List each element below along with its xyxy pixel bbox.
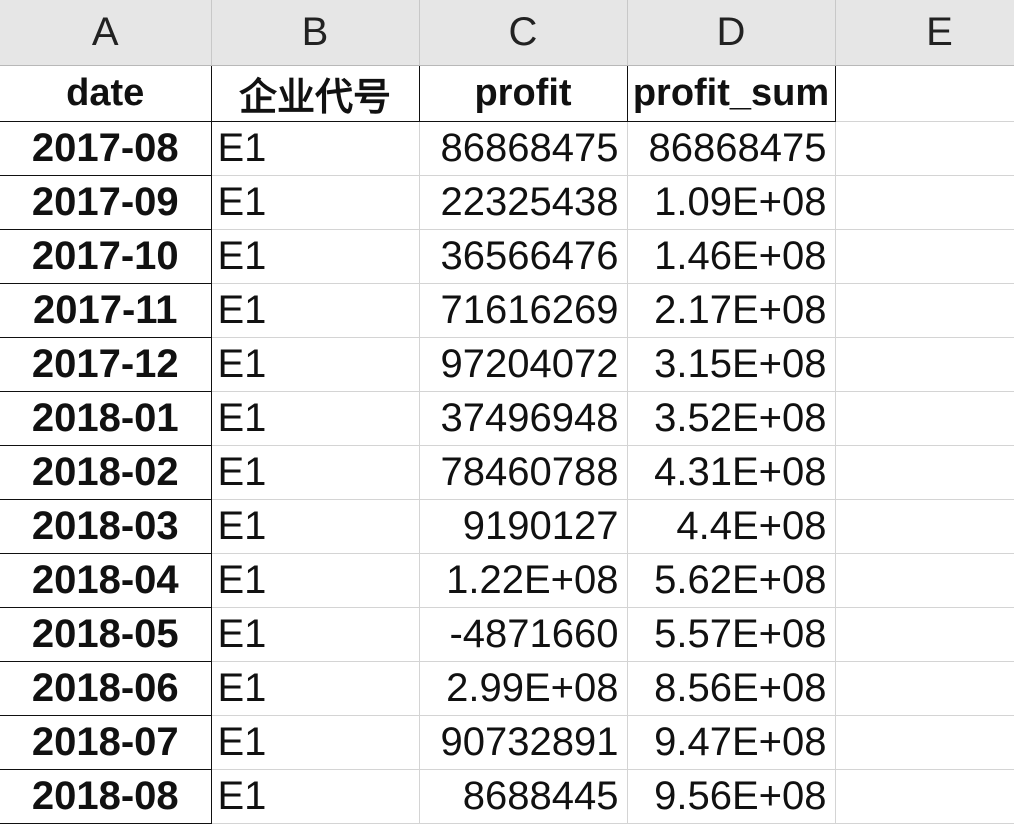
column-header-d[interactable]: D bbox=[627, 0, 836, 66]
table-row: 2017-09 E1 22325438 1.09E+08 bbox=[0, 175, 1014, 230]
code-cell[interactable]: E1 bbox=[211, 769, 420, 824]
empty-cell[interactable] bbox=[835, 121, 1014, 176]
empty-cell[interactable] bbox=[835, 391, 1014, 446]
profit-cell[interactable]: 97204072 bbox=[419, 337, 628, 392]
table-row: 2018-03 E1 9190127 4.4E+08 bbox=[0, 499, 1014, 554]
date-cell[interactable]: 2018-01 bbox=[0, 391, 212, 446]
header-cell-profit-sum[interactable]: profit_sum bbox=[627, 65, 836, 122]
header-cell-date[interactable]: date bbox=[0, 65, 212, 122]
code-cell[interactable]: E1 bbox=[211, 121, 420, 176]
code-cell[interactable]: E1 bbox=[211, 607, 420, 662]
empty-cell[interactable] bbox=[835, 661, 1014, 716]
profit-cell[interactable]: 86868475 bbox=[419, 121, 628, 176]
code-cell[interactable]: E1 bbox=[211, 337, 420, 392]
code-cell[interactable]: E1 bbox=[211, 445, 420, 500]
table-row: 2018-02 E1 78460788 4.31E+08 bbox=[0, 445, 1014, 500]
date-cell[interactable]: 2018-03 bbox=[0, 499, 212, 554]
table-row: 2017-12 E1 97204072 3.15E+08 bbox=[0, 337, 1014, 392]
column-header-c[interactable]: C bbox=[419, 0, 628, 66]
code-cell[interactable]: E1 bbox=[211, 715, 420, 770]
profit-sum-cell[interactable]: 5.57E+08 bbox=[627, 607, 836, 662]
column-header-a[interactable]: A bbox=[0, 0, 212, 66]
empty-cell[interactable] bbox=[835, 229, 1014, 284]
profit-sum-cell[interactable]: 5.62E+08 bbox=[627, 553, 836, 608]
profit-cell[interactable]: 78460788 bbox=[419, 445, 628, 500]
empty-cell[interactable] bbox=[835, 553, 1014, 608]
date-cell[interactable]: 2018-06 bbox=[0, 661, 212, 716]
profit-sum-cell[interactable]: 4.4E+08 bbox=[627, 499, 836, 554]
profit-cell[interactable]: 37496948 bbox=[419, 391, 628, 446]
code-cell[interactable]: E1 bbox=[211, 553, 420, 608]
profit-sum-cell[interactable]: 8.56E+08 bbox=[627, 661, 836, 716]
table-row: 2018-08 E1 8688445 9.56E+08 bbox=[0, 769, 1014, 824]
empty-cell[interactable] bbox=[835, 337, 1014, 392]
code-cell[interactable]: E1 bbox=[211, 661, 420, 716]
table-row: 2018-04 E1 1.22E+08 5.62E+08 bbox=[0, 553, 1014, 608]
table-row: 2017-11 E1 71616269 2.17E+08 bbox=[0, 283, 1014, 338]
profit-cell[interactable]: 9190127 bbox=[419, 499, 628, 554]
date-cell[interactable]: 2017-10 bbox=[0, 229, 212, 284]
empty-cell[interactable] bbox=[835, 65, 1014, 122]
table-row: 2018-06 E1 2.99E+08 8.56E+08 bbox=[0, 661, 1014, 716]
code-cell[interactable]: E1 bbox=[211, 391, 420, 446]
profit-sum-cell[interactable]: 3.15E+08 bbox=[627, 337, 836, 392]
profit-cell[interactable]: 36566476 bbox=[419, 229, 628, 284]
empty-cell[interactable] bbox=[835, 283, 1014, 338]
profit-cell[interactable]: 2.99E+08 bbox=[419, 661, 628, 716]
date-cell[interactable]: 2018-05 bbox=[0, 607, 212, 662]
profit-sum-cell[interactable]: 1.46E+08 bbox=[627, 229, 836, 284]
date-cell[interactable]: 2018-08 bbox=[0, 769, 212, 824]
empty-cell[interactable] bbox=[835, 769, 1014, 824]
profit-sum-cell[interactable]: 9.56E+08 bbox=[627, 769, 836, 824]
date-cell[interactable]: 2017-09 bbox=[0, 175, 212, 230]
profit-cell[interactable]: 90732891 bbox=[419, 715, 628, 770]
profit-cell[interactable]: 71616269 bbox=[419, 283, 628, 338]
header-cell-profit[interactable]: profit bbox=[419, 65, 628, 122]
profit-sum-cell[interactable]: 2.17E+08 bbox=[627, 283, 836, 338]
date-cell[interactable]: 2018-04 bbox=[0, 553, 212, 608]
column-header-row: A B C D E bbox=[0, 0, 1014, 66]
empty-cell[interactable] bbox=[835, 499, 1014, 554]
code-cell[interactable]: E1 bbox=[211, 283, 420, 338]
empty-cell[interactable] bbox=[835, 445, 1014, 500]
table-row: 2018-01 E1 37496948 3.52E+08 bbox=[0, 391, 1014, 446]
profit-cell[interactable]: 8688445 bbox=[419, 769, 628, 824]
profit-sum-cell[interactable]: 4.31E+08 bbox=[627, 445, 836, 500]
code-cell[interactable]: E1 bbox=[211, 499, 420, 554]
profit-cell[interactable]: -4871660 bbox=[419, 607, 628, 662]
profit-cell[interactable]: 1.22E+08 bbox=[419, 553, 628, 608]
column-header-e[interactable]: E bbox=[835, 0, 1014, 66]
profit-sum-cell[interactable]: 1.09E+08 bbox=[627, 175, 836, 230]
profit-sum-cell[interactable]: 3.52E+08 bbox=[627, 391, 836, 446]
code-cell[interactable]: E1 bbox=[211, 175, 420, 230]
table-row: 2018-05 E1 -4871660 5.57E+08 bbox=[0, 607, 1014, 662]
date-cell[interactable]: 2018-02 bbox=[0, 445, 212, 500]
date-cell[interactable]: 2017-11 bbox=[0, 283, 212, 338]
profit-sum-cell[interactable]: 9.47E+08 bbox=[627, 715, 836, 770]
table-row: 2017-10 E1 36566476 1.46E+08 bbox=[0, 229, 1014, 284]
profit-cell[interactable]: 22325438 bbox=[419, 175, 628, 230]
table-row: 2017-08 E1 86868475 86868475 bbox=[0, 121, 1014, 176]
empty-cell[interactable] bbox=[835, 175, 1014, 230]
empty-cell[interactable] bbox=[835, 607, 1014, 662]
empty-cell[interactable] bbox=[835, 715, 1014, 770]
field-header-row: date 企业代号 profit profit_sum bbox=[0, 65, 1014, 122]
column-header-b[interactable]: B bbox=[211, 0, 420, 66]
header-cell-code[interactable]: 企业代号 bbox=[211, 65, 420, 122]
date-cell[interactable]: 2017-08 bbox=[0, 121, 212, 176]
profit-sum-cell[interactable]: 86868475 bbox=[627, 121, 836, 176]
date-cell[interactable]: 2018-07 bbox=[0, 715, 212, 770]
code-cell[interactable]: E1 bbox=[211, 229, 420, 284]
table-row: 2018-07 E1 90732891 9.47E+08 bbox=[0, 715, 1014, 770]
date-cell[interactable]: 2017-12 bbox=[0, 337, 212, 392]
